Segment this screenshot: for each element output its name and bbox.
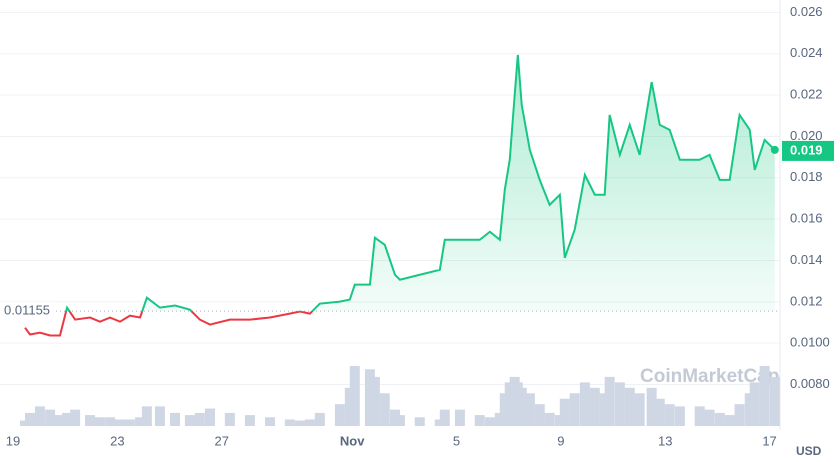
currency-label: USD	[796, 444, 822, 458]
volume-bar	[224, 412, 235, 426]
volume-bar	[105, 417, 116, 426]
volume-bar	[714, 412, 725, 426]
volume-bar	[704, 409, 715, 426]
volume-bar	[454, 409, 465, 426]
volume-bar	[394, 415, 405, 426]
baseline-label: 0.01155	[4, 303, 50, 318]
price-line-up	[65, 54, 776, 312]
volume-bar	[674, 406, 685, 426]
volume-bar	[304, 419, 315, 426]
volume-bar	[634, 393, 645, 426]
volume-bar	[170, 412, 181, 426]
volume-bar	[369, 376, 380, 426]
volume-bar	[94, 417, 105, 426]
last-point	[770, 145, 779, 154]
price-line-down	[24, 311, 314, 337]
volume-bar	[664, 404, 675, 426]
x-tick-label: 17	[762, 433, 776, 448]
y-tick-label: 0.018	[790, 169, 823, 184]
volume-bar	[349, 366, 360, 426]
volume-bar	[516, 387, 527, 426]
y-tick-label: 0.022	[790, 87, 823, 102]
x-tick-label: 19	[6, 433, 20, 448]
volume-bar	[439, 409, 450, 426]
volume-bar	[184, 415, 195, 426]
y-tick-label: 0.014	[790, 252, 823, 267]
volume-bar	[759, 366, 770, 426]
volume-bar	[70, 409, 81, 426]
volume-bar	[295, 420, 305, 426]
area	[66, 54, 775, 312]
volume-bar	[45, 409, 56, 426]
x-tick-label: 23	[110, 433, 124, 448]
volume-bar	[62, 412, 73, 426]
x-tick-label: 5	[453, 433, 460, 448]
volume-bar	[124, 419, 135, 426]
y-tick-label: 0.024	[790, 45, 823, 60]
volume-bar	[414, 417, 425, 426]
volume-bar	[141, 406, 152, 426]
volume-bar	[624, 387, 635, 426]
volume-bar	[484, 417, 495, 426]
volume-bar	[154, 406, 165, 426]
volume-bar	[379, 393, 390, 426]
watermark: CoinMarketCap	[640, 366, 779, 387]
x-tick-label: 9	[557, 433, 564, 448]
volume-bar	[284, 419, 295, 426]
price-tag	[782, 140, 834, 161]
volume-bar	[55, 415, 65, 426]
y-tick-label: 0.0100	[790, 335, 830, 350]
volume-bar	[646, 387, 657, 426]
volume-bar	[474, 415, 485, 426]
y-tick-label: 0.012	[790, 293, 823, 308]
volume-bar	[614, 382, 625, 426]
volume-bar	[654, 398, 665, 426]
volume-bar	[559, 398, 570, 426]
x-tick-label: 27	[215, 433, 229, 448]
volume-bar	[205, 408, 215, 426]
volume-bar	[115, 419, 125, 426]
volume-bar	[34, 406, 45, 426]
price-tag-label: 0.019	[790, 142, 823, 157]
y-tick-label: 0.026	[790, 4, 823, 19]
volume-bar	[25, 412, 35, 426]
volume-bar	[194, 412, 205, 426]
y-tick-label: 0.0080	[790, 376, 830, 391]
volume-bar	[579, 382, 590, 426]
baseline-label-bg	[0, 302, 54, 321]
volume-bar	[569, 393, 580, 426]
volume-bar	[85, 415, 95, 426]
volume-bar	[314, 412, 325, 426]
volume-bar	[694, 406, 705, 426]
volume-bar	[749, 382, 760, 426]
y-tick-label: 0.020	[790, 128, 823, 143]
volume-bar	[534, 404, 545, 426]
volume-bar	[524, 393, 535, 426]
volume-bar	[604, 376, 615, 426]
volume-bar	[265, 417, 275, 426]
x-tick-label: 13	[658, 433, 672, 448]
volume-bar	[769, 376, 780, 426]
volume-bar	[734, 404, 745, 426]
volume-bar	[589, 387, 600, 426]
volume-bar	[724, 415, 735, 426]
volume-bar	[135, 417, 146, 426]
x-tick-label: Nov	[340, 433, 365, 448]
volume-bar	[244, 415, 255, 426]
y-tick-label: 0.016	[790, 211, 823, 226]
volume-bar	[544, 412, 555, 426]
volume-bar	[334, 404, 345, 426]
